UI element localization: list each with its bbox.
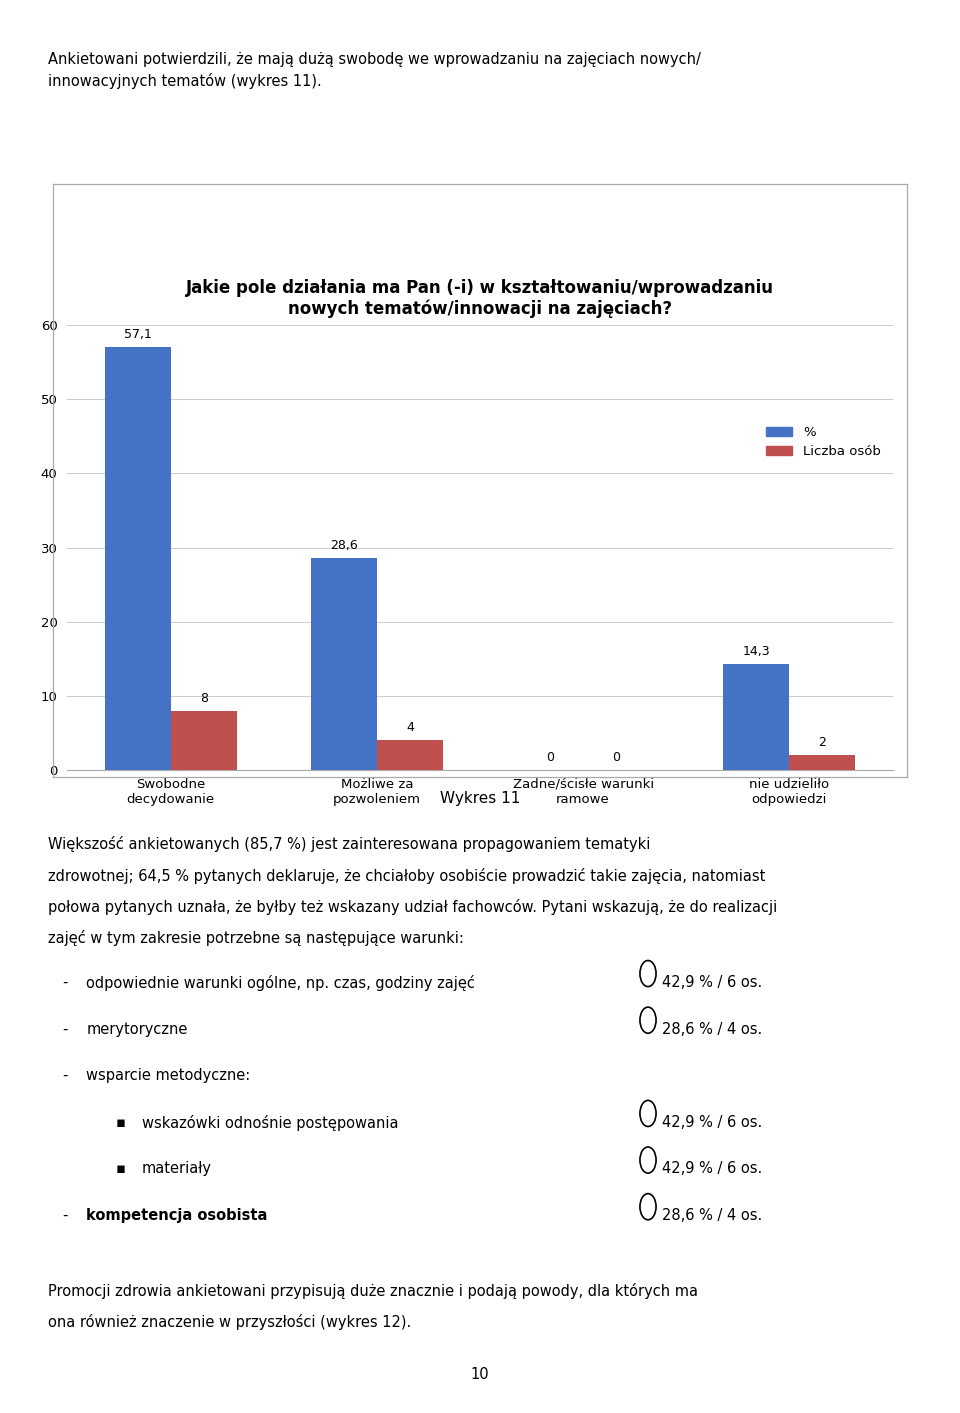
Text: merytoryczne: merytoryczne (86, 1022, 188, 1037)
Text: ▪: ▪ (115, 1161, 125, 1177)
Text: 42,9 % / 6 os.: 42,9 % / 6 os. (662, 1161, 762, 1177)
Text: ona również znaczenie w przyszłości (wykres 12).: ona również znaczenie w przyszłości (wyk… (48, 1314, 411, 1330)
Text: 57,1: 57,1 (124, 328, 152, 341)
Text: -: - (62, 1022, 68, 1037)
Text: połowa pytanych uznała, że byłby też wskazany udział fachowców. Pytani wskazują,: połowa pytanych uznała, że byłby też wsk… (48, 899, 778, 914)
Bar (171, 711, 237, 770)
Text: kompetencja osobista: kompetencja osobista (86, 1208, 268, 1224)
Text: materiały: materiały (142, 1161, 212, 1177)
Legend: %, Liczba osób: %, Liczba osób (761, 421, 886, 463)
Bar (105, 346, 171, 770)
Text: 0: 0 (612, 752, 620, 764)
Text: 4: 4 (406, 722, 414, 735)
Text: zdrowotnej; 64,5 % pytanych deklaruje, że chciałoby osobiście prowadzić takie za: zdrowotnej; 64,5 % pytanych deklaruje, ż… (48, 868, 765, 883)
Text: 42,9 % / 6 os.: 42,9 % / 6 os. (662, 1115, 762, 1130)
Text: Ankietowani potwierdzili, że mają dużą swobodę we wprowadzaniu na zajęciach nowy: Ankietowani potwierdzili, że mają dużą s… (48, 52, 701, 68)
Text: 10: 10 (470, 1366, 490, 1382)
Text: 2: 2 (818, 736, 827, 749)
Text: 28,6: 28,6 (330, 538, 358, 552)
Text: -: - (62, 975, 68, 991)
Text: -: - (62, 1208, 68, 1224)
Text: innowacyjnych tematów (wykres 11).: innowacyjnych tematów (wykres 11). (48, 73, 322, 89)
Bar (723, 664, 789, 770)
Text: Większość ankietowanych (85,7 %) jest zainteresowana propagowaniem tematyki: Większość ankietowanych (85,7 %) jest za… (48, 836, 650, 852)
Text: -: - (62, 1068, 68, 1084)
Text: 8: 8 (200, 692, 207, 705)
Text: 42,9 % / 6 os.: 42,9 % / 6 os. (662, 975, 762, 991)
Text: 28,6 % / 4 os.: 28,6 % / 4 os. (662, 1022, 762, 1037)
Text: Promocji zdrowia ankietowani przypisują duże znacznie i podają powody, dla który: Promocji zdrowia ankietowani przypisują … (48, 1283, 698, 1299)
Text: wskazówki odnośnie postępowania: wskazówki odnośnie postępowania (142, 1115, 398, 1130)
Text: zajęć w tym zakresie potrzebne są następujące warunki:: zajęć w tym zakresie potrzebne są następ… (48, 930, 464, 945)
Text: ▪: ▪ (115, 1115, 125, 1130)
Text: 28,6 % / 4 os.: 28,6 % / 4 os. (662, 1208, 762, 1224)
Text: 0: 0 (546, 752, 554, 764)
Bar (789, 755, 855, 770)
Text: odpowiednie warunki ogólne, np. czas, godziny zajęć: odpowiednie warunki ogólne, np. czas, go… (86, 975, 475, 991)
Text: Jakie pole działania ma Pan (-i) w kształtowaniu/wprowadzaniu
nowych tematów/inn: Jakie pole działania ma Pan (-i) w kszta… (186, 278, 774, 318)
Text: 14,3: 14,3 (742, 646, 770, 658)
Bar (377, 740, 443, 770)
Text: wsparcie metodyczne:: wsparcie metodyczne: (86, 1068, 251, 1084)
Text: Wykres 11: Wykres 11 (440, 791, 520, 807)
Bar (311, 558, 377, 770)
